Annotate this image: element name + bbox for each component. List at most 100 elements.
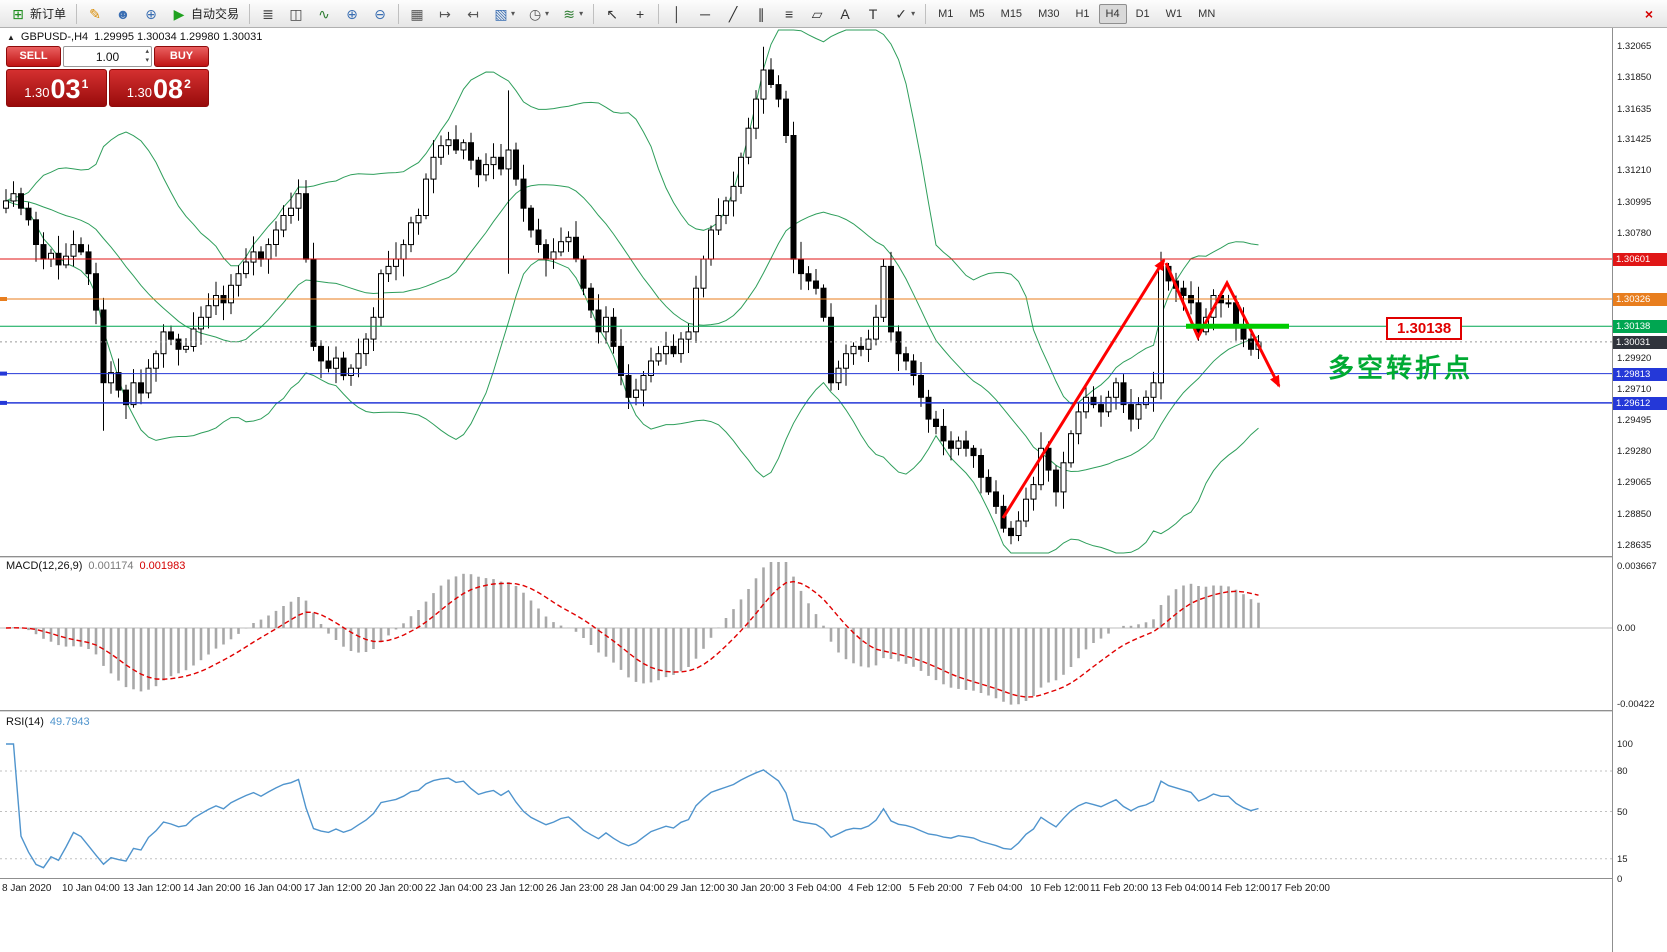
- auto-trading-icon: ▶: [173, 5, 185, 22]
- time-axis[interactable]: 8 Jan 2020 10 Jan 04:00 13 Jan 12:00 14 Jan…: [0, 878, 1612, 952]
- turning-point-note[interactable]: 多空转折点: [1328, 354, 1474, 384]
- periods-button[interactable]: ◷ ▾: [521, 3, 555, 25]
- horizontal-line-button[interactable]: ─: [691, 3, 719, 25]
- rsi-header: RSI(14) 49.7943: [6, 716, 90, 728]
- rsi-panel[interactable]: [0, 713, 1612, 879]
- volume-up-icon[interactable]: ▴: [145, 48, 149, 55]
- tile-windows-icon: ▦: [410, 5, 424, 22]
- time-label: 10 Feb 12:00: [1030, 883, 1089, 894]
- indicators-button[interactable]: ≋ ▾: [555, 3, 589, 25]
- collapse-panel-icon[interactable]: ▲: [7, 32, 15, 42]
- timeframe-mn[interactable]: MN: [1191, 4, 1222, 24]
- toolbar: ⊞ 新订单 ✎ ☻ ⊕ ▶ 自动交易 ≣ ◫ ∿ ⊕ ⊖ ▦ ↦ ↤ ▧ ▾ ◷ ▾…: [0, 0, 1667, 28]
- tile-windows-button[interactable]: ▦: [403, 3, 431, 25]
- dropdown-icon: ▾: [911, 9, 916, 18]
- profile-icon: ☻: [115, 5, 131, 22]
- buy-button[interactable]: BUY: [154, 46, 209, 67]
- trendline-button[interactable]: ╱: [719, 3, 747, 25]
- macd-splitter[interactable]: [0, 556, 1667, 558]
- zoom-in-button[interactable]: ⊕: [338, 3, 366, 25]
- time-label: 8 Jan 2020: [2, 883, 52, 894]
- rsi-label: RSI(14): [6, 716, 44, 728]
- auto-scroll-button[interactable]: ↦: [431, 3, 459, 25]
- bollinger-band: [5, 29, 1259, 405]
- toolbar-separator: [658, 3, 660, 24]
- toolbar-separator: [76, 3, 78, 24]
- bar-chart-button[interactable]: ≣: [254, 3, 282, 25]
- rsi-value: 49.7943: [49, 716, 90, 728]
- trend-arrow-up[interactable]: [1001, 258, 1166, 519]
- close-icon: ×: [1644, 5, 1654, 22]
- macd-panel[interactable]: [0, 558, 1612, 710]
- dropdown-icon: ▾: [511, 9, 516, 18]
- bar-chart-icon: ≣: [262, 5, 274, 22]
- candlestick-chart-button[interactable]: ◫: [282, 3, 310, 25]
- zoom-out-button[interactable]: ⊖: [366, 3, 394, 25]
- metaeditor-button[interactable]: ✎: [81, 3, 109, 25]
- buy-price-button[interactable]: 1.30 08 2: [108, 69, 209, 107]
- sell-price-button[interactable]: 1.30 03 1: [6, 69, 107, 107]
- price-axis[interactable]: 1.32065 1.31850 1.31635 1.31425 1.31210 1.309…: [1612, 28, 1667, 952]
- vertical-line-button[interactable]: │: [663, 3, 691, 25]
- text-label-icon: T: [868, 5, 878, 22]
- horizontal-line-icon: ─: [700, 5, 711, 22]
- close-button[interactable]: ×: [1635, 3, 1663, 25]
- new-order-button[interactable]: ⊞ 新订单: [4, 2, 72, 25]
- time-label: 3 Feb 04:00: [788, 883, 842, 894]
- buy-price-big: 08: [153, 74, 184, 104]
- line-chart-button[interactable]: ∿: [310, 3, 338, 25]
- price-tick: 1.29495: [1617, 415, 1652, 426]
- price-tick: 1.29710: [1617, 384, 1652, 395]
- auto-trading-label: 自动交易: [191, 7, 240, 21]
- main-chart[interactable]: [0, 28, 1612, 556]
- timeframe-m1[interactable]: M1: [931, 4, 960, 24]
- community-button[interactable]: ⊕: [137, 3, 165, 25]
- text-label-button[interactable]: T: [859, 3, 887, 25]
- time-label: 13 Jan 12:00: [123, 883, 181, 894]
- shapes-icon: ▱: [811, 5, 823, 22]
- price-level-badge: 1.29813: [1613, 368, 1667, 381]
- price-tick: 1.28850: [1617, 509, 1652, 520]
- volume-field[interactable]: 1.00 ▴ ▾: [63, 46, 152, 67]
- timeframe-m30[interactable]: M30: [1031, 4, 1066, 24]
- price-tick: 1.30780: [1617, 228, 1652, 239]
- arrows-button[interactable]: ✓ ▾: [887, 3, 921, 25]
- timeframe-m15[interactable]: M15: [994, 4, 1029, 24]
- profile-button[interactable]: ☻: [109, 3, 137, 25]
- cursor-button[interactable]: ↖: [598, 3, 626, 25]
- price-tick: 1.31210: [1617, 165, 1652, 176]
- price-level-badge: 1.30601: [1613, 253, 1667, 266]
- trend-zigzag-down[interactable]: [1164, 262, 1281, 388]
- timeframe-d1[interactable]: D1: [1129, 4, 1157, 24]
- macd-signal-line: [5, 580, 1259, 698]
- rsi-splitter[interactable]: [0, 710, 1667, 712]
- price-level-badge: 1.30138: [1613, 320, 1667, 333]
- new-order-label: 新订单: [30, 7, 67, 21]
- arrows-icon: ✓: [895, 5, 907, 22]
- fibonacci-button[interactable]: ≡: [775, 3, 803, 25]
- one-click-trading-panel: SELL 1.00 ▴ ▾ BUY 1.30 03 1 1.30 08 2: [6, 46, 209, 107]
- ohlc-values: 1.29995 1.30034 1.29980 1.30031: [94, 31, 263, 43]
- dropdown-icon: ▾: [545, 9, 550, 18]
- volume-value: 1.00: [95, 49, 120, 64]
- rsi-axis-tick: 80: [1617, 766, 1628, 777]
- time-label: 26 Jan 23:00: [546, 883, 604, 894]
- chart-shift-button[interactable]: ↤: [459, 3, 487, 25]
- price-callout-box[interactable]: 1.30138: [1386, 317, 1463, 340]
- price-tick: 1.29065: [1617, 477, 1652, 488]
- auto-trading-button[interactable]: ▶ 自动交易: [165, 2, 245, 25]
- new-chart-button[interactable]: ▧ ▾: [487, 3, 521, 25]
- text-button[interactable]: A: [831, 3, 859, 25]
- timeframe-h4[interactable]: H4: [1098, 3, 1127, 24]
- timeframe-m5[interactable]: M5: [962, 4, 991, 24]
- timeframe-w1[interactable]: W1: [1159, 4, 1190, 24]
- channel-button[interactable]: ∥: [747, 3, 775, 25]
- timeframe-h1[interactable]: H1: [1068, 4, 1096, 24]
- sell-button[interactable]: SELL: [6, 46, 61, 67]
- candlestick-chart-icon: ◫: [289, 5, 303, 22]
- shapes-button[interactable]: ▱: [803, 3, 831, 25]
- price-tick: 1.32065: [1617, 41, 1652, 52]
- volume-down-icon[interactable]: ▾: [145, 57, 149, 64]
- crosshair-button[interactable]: +: [626, 3, 654, 25]
